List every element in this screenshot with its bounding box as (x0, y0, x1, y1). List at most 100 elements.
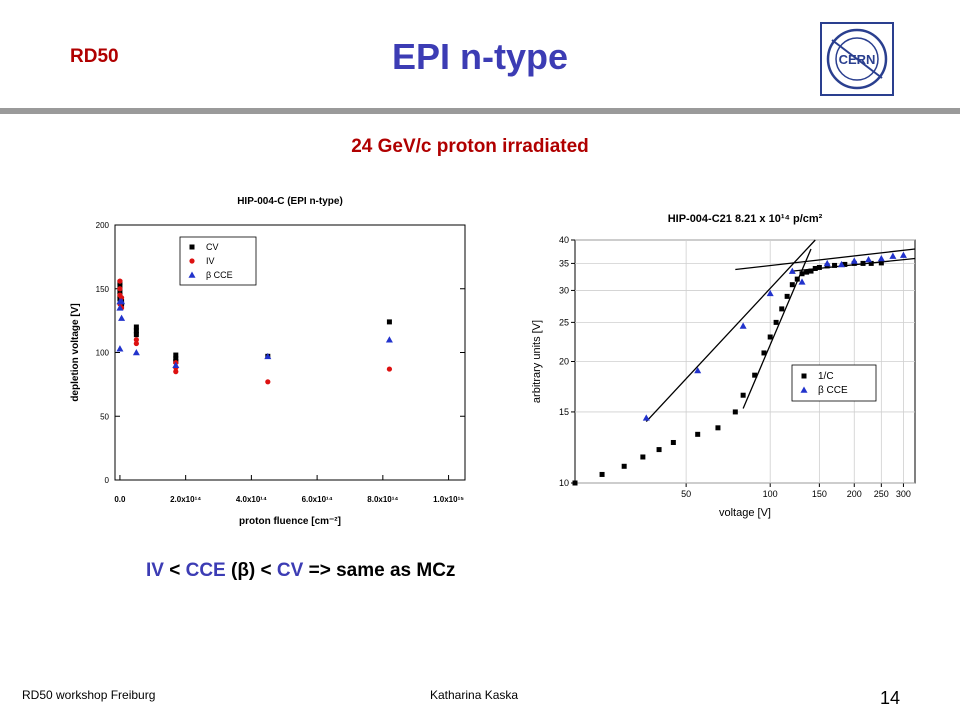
chart1-point-2 (116, 304, 124, 311)
chart1-point-2 (264, 352, 272, 360)
chart1-legend-marker (189, 258, 195, 264)
cern-logo: CERN (820, 22, 894, 96)
chart2-point-0 (799, 271, 805, 277)
header-divider (0, 108, 960, 114)
chart1-point-0 (173, 356, 179, 362)
chart2-ylabel: arbitrary units [V] (531, 320, 543, 403)
chart1-xtick-label: 0.0 (114, 495, 126, 504)
chart2-xtick-label: 250 (874, 489, 889, 499)
chart2-point-1 (694, 366, 702, 374)
beta-term: (β) < (225, 560, 277, 581)
chart1-point-1 (117, 278, 123, 284)
chart2-point-1 (889, 252, 897, 259)
chart1-point-1 (133, 337, 139, 343)
chart1-point-1 (265, 379, 271, 385)
chart1-point-2 (118, 314, 126, 321)
depletion-voltage-chart: HIP-004-C (EPI n-type) 0 50 100 150 200 0.0 2.0… (70, 196, 466, 527)
chart1-point-1 (133, 340, 139, 347)
chart1-point-2 (118, 298, 126, 305)
chart1-legend-label: IV (206, 256, 215, 266)
chart1-xtick-label: 6.0x10¹⁴ (302, 495, 333, 504)
chart1-point-1 (173, 369, 179, 375)
chart2-xlabel: voltage [V] (719, 507, 771, 519)
chart1-point-0 (133, 324, 139, 330)
chart1-point-0 (133, 332, 139, 338)
chart2-xtick-label: 200 (847, 489, 862, 499)
chart2-xtick-label: 100 (763, 489, 778, 499)
lt-sign: < (163, 560, 186, 581)
header-tag: RD50 (70, 46, 119, 67)
chart1-xlabel: proton fluence [cm⁻²] (239, 516, 341, 527)
chart2-xtick-label: 300 (896, 489, 911, 499)
chart1-legend-marker (189, 244, 195, 250)
page-number: 14 (880, 688, 901, 708)
chart2-xtick-label: 150 (812, 489, 827, 499)
cce-term: CCE (185, 560, 226, 581)
chart2-point-0 (868, 260, 874, 266)
chart1-point-2 (132, 349, 140, 356)
chart2-point-1 (877, 254, 885, 262)
chart1-legend-marker (188, 271, 196, 278)
chart1-point-0 (173, 352, 179, 358)
chart2-point-1 (865, 255, 873, 263)
logo-text: CERN (839, 52, 876, 67)
chart2-ytick-label: 15 (559, 407, 569, 417)
chart2-point-0 (572, 480, 578, 486)
chart1-xtick-label: 2.0x10¹⁴ (170, 495, 201, 504)
chart2-point-0 (794, 276, 800, 282)
chart2-point-0 (621, 463, 627, 469)
chart2-fit-line (735, 248, 916, 271)
chart1-point-0 (133, 328, 139, 334)
chart2-point-0 (656, 447, 662, 453)
conclusion-statement: IV < CCE (β) < CV => same as MCz (146, 560, 455, 582)
chart1-xtick-label: 8.0x10¹⁴ (367, 495, 398, 504)
chart2-ytick-label: 35 (559, 258, 569, 268)
chart1-ytick-label: 0 (105, 476, 110, 485)
chart2-ytick-label: 20 (559, 357, 569, 367)
chart1-legend-label: CV (206, 242, 219, 252)
chart1-point-0 (386, 319, 392, 325)
chart2-point-0 (784, 293, 790, 299)
chart1-ytick-label: 200 (96, 221, 110, 230)
chart2-point-1 (850, 257, 858, 264)
chart2-ytick-label: 25 (559, 317, 569, 327)
chart2-ytick-label: 40 (559, 235, 569, 245)
chart1-ytick-label: 50 (100, 412, 109, 421)
chart2-point-0 (740, 392, 746, 398)
chart2-point-0 (789, 282, 795, 288)
chart2-point-0 (878, 260, 884, 266)
chart2-legend-marker (800, 386, 808, 393)
chart2-point-0 (816, 264, 822, 270)
chart1-ylabel: depletion voltage [V] (70, 303, 81, 401)
chart1-point-2 (385, 336, 393, 343)
chart1-ytick-label: 150 (96, 285, 110, 294)
chart1-point-2 (172, 361, 180, 369)
chart2-point-1 (837, 260, 845, 268)
slide-subtitle: 24 GeV/c proton irradiated (351, 136, 589, 157)
chart2-ytick-label: 30 (559, 285, 569, 295)
chart2-ytick-label: 10 (559, 478, 569, 488)
chart2-point-0 (860, 260, 866, 266)
footer-event: RD50 workshop Freiburg (22, 688, 156, 702)
iv-term: IV (146, 560, 164, 581)
chart2-point-0 (599, 471, 605, 477)
chart2-point-0 (640, 454, 646, 460)
chart1-title: HIP-004-C (EPI n-type) (237, 196, 343, 207)
chart1-xtick-label: 4.0x10¹⁴ (236, 495, 267, 504)
chart2-point-0 (695, 431, 701, 437)
chart2-point-1 (739, 322, 747, 329)
chart2-point-0 (773, 319, 779, 325)
chart1-legend-label: β CCE (206, 270, 233, 280)
chart2-legend-marker (801, 373, 807, 379)
slide-title: EPI n-type (391, 36, 569, 77)
chart2-fit-line (645, 239, 816, 422)
chart1-xtick-label: 1.0x10¹⁵ (433, 495, 464, 504)
conclusion-rest: => same as MCz (303, 560, 456, 581)
chart1-point-2 (116, 345, 124, 352)
chart1-ytick-label: 100 (96, 349, 110, 358)
chart2-point-0 (767, 334, 773, 340)
chart2-point-0 (732, 409, 738, 415)
chart2-legend-label: β CCE (818, 385, 848, 396)
chart2-xtick-label: 50 (681, 489, 691, 499)
chart2-point-1 (899, 251, 907, 258)
